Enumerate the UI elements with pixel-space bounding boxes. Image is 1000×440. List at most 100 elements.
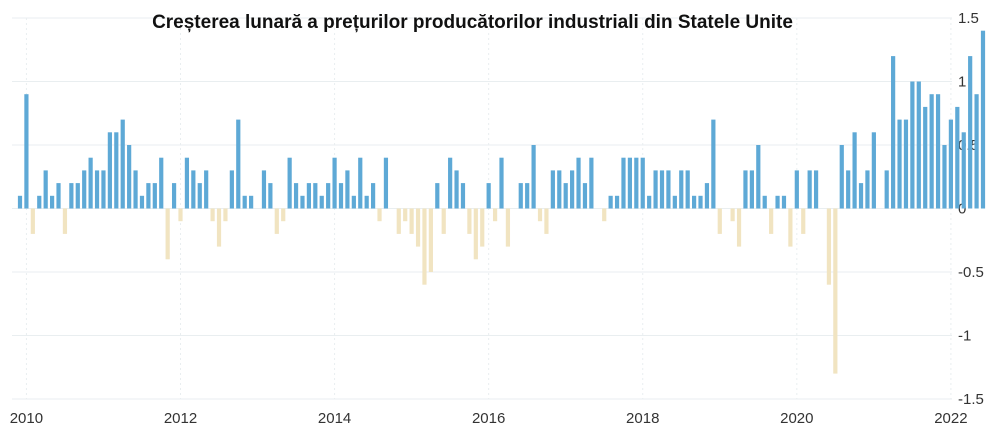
bar — [852, 132, 857, 209]
bar — [499, 157, 504, 209]
bar — [107, 132, 112, 209]
bar — [756, 145, 761, 209]
bar — [518, 183, 523, 209]
bar — [281, 208, 286, 222]
bar — [197, 183, 202, 209]
bar — [968, 56, 973, 209]
bar — [801, 208, 806, 234]
bar — [152, 183, 157, 209]
bar — [178, 208, 183, 222]
bar — [300, 195, 305, 209]
x-tick-label: 2018 — [626, 410, 659, 427]
bar — [216, 208, 222, 247]
bar — [582, 183, 588, 209]
bar — [730, 208, 735, 222]
bar — [358, 157, 363, 209]
x-tick-label: 2022 — [934, 410, 967, 427]
bar — [698, 195, 703, 209]
bar — [621, 157, 626, 209]
bar — [319, 195, 324, 209]
bar — [640, 157, 645, 209]
bar — [550, 170, 555, 209]
bar — [435, 183, 440, 209]
bar — [948, 119, 953, 209]
bar — [544, 208, 549, 234]
bar — [17, 195, 23, 209]
bar — [448, 157, 453, 209]
bar — [762, 195, 767, 209]
bar — [935, 94, 941, 209]
bar — [171, 183, 177, 209]
bar — [974, 94, 979, 209]
bar — [184, 157, 190, 209]
bar — [101, 170, 106, 209]
x-tick-label: 2010 — [10, 410, 43, 427]
y-tick-label: 1.5 — [958, 10, 979, 27]
bar — [634, 157, 639, 209]
bar — [711, 119, 716, 209]
bar — [24, 94, 29, 209]
bar — [82, 170, 87, 209]
bar — [223, 208, 228, 222]
bar — [897, 119, 902, 209]
bar — [396, 208, 401, 234]
bar — [139, 195, 145, 209]
bar — [236, 119, 241, 209]
bar — [833, 208, 838, 374]
bar — [929, 94, 934, 209]
bar — [813, 170, 819, 209]
bar — [743, 170, 748, 209]
bar — [146, 183, 151, 209]
bar — [794, 170, 799, 209]
bar — [717, 208, 722, 234]
bar — [268, 183, 273, 209]
bar — [589, 157, 594, 209]
bar — [114, 132, 119, 209]
x-tick-label: 2012 — [164, 410, 197, 427]
bar — [557, 170, 562, 209]
bar — [415, 208, 421, 247]
bar — [454, 170, 459, 209]
bar — [846, 170, 851, 209]
bar — [826, 208, 832, 285]
bar — [666, 170, 671, 209]
bar — [865, 170, 870, 209]
bar — [422, 208, 427, 285]
bar — [775, 195, 780, 209]
bar — [672, 195, 677, 209]
bar — [242, 195, 247, 209]
bar — [274, 208, 279, 234]
bar — [50, 195, 55, 209]
bar — [56, 183, 61, 209]
bar — [210, 208, 215, 222]
bar — [313, 183, 318, 209]
bar — [563, 183, 568, 209]
bar — [955, 106, 960, 209]
bar — [916, 81, 921, 209]
bar — [736, 208, 742, 247]
bar — [409, 208, 414, 234]
bar — [326, 183, 331, 209]
bar — [839, 145, 844, 209]
bar — [383, 157, 389, 209]
bar — [659, 170, 665, 209]
bar — [942, 145, 947, 209]
bar — [627, 157, 632, 209]
bar — [980, 30, 986, 209]
bar — [891, 56, 896, 209]
bar — [576, 157, 581, 209]
bar — [884, 170, 889, 209]
bar — [377, 208, 382, 222]
bar — [685, 170, 690, 209]
bar — [229, 170, 234, 209]
bar — [769, 208, 774, 234]
bar — [204, 170, 209, 209]
bar — [807, 170, 812, 209]
bar — [371, 183, 376, 209]
bar — [120, 119, 125, 209]
bar — [249, 195, 254, 209]
bar — [480, 208, 485, 247]
y-tick-label: 0 — [958, 201, 966, 218]
